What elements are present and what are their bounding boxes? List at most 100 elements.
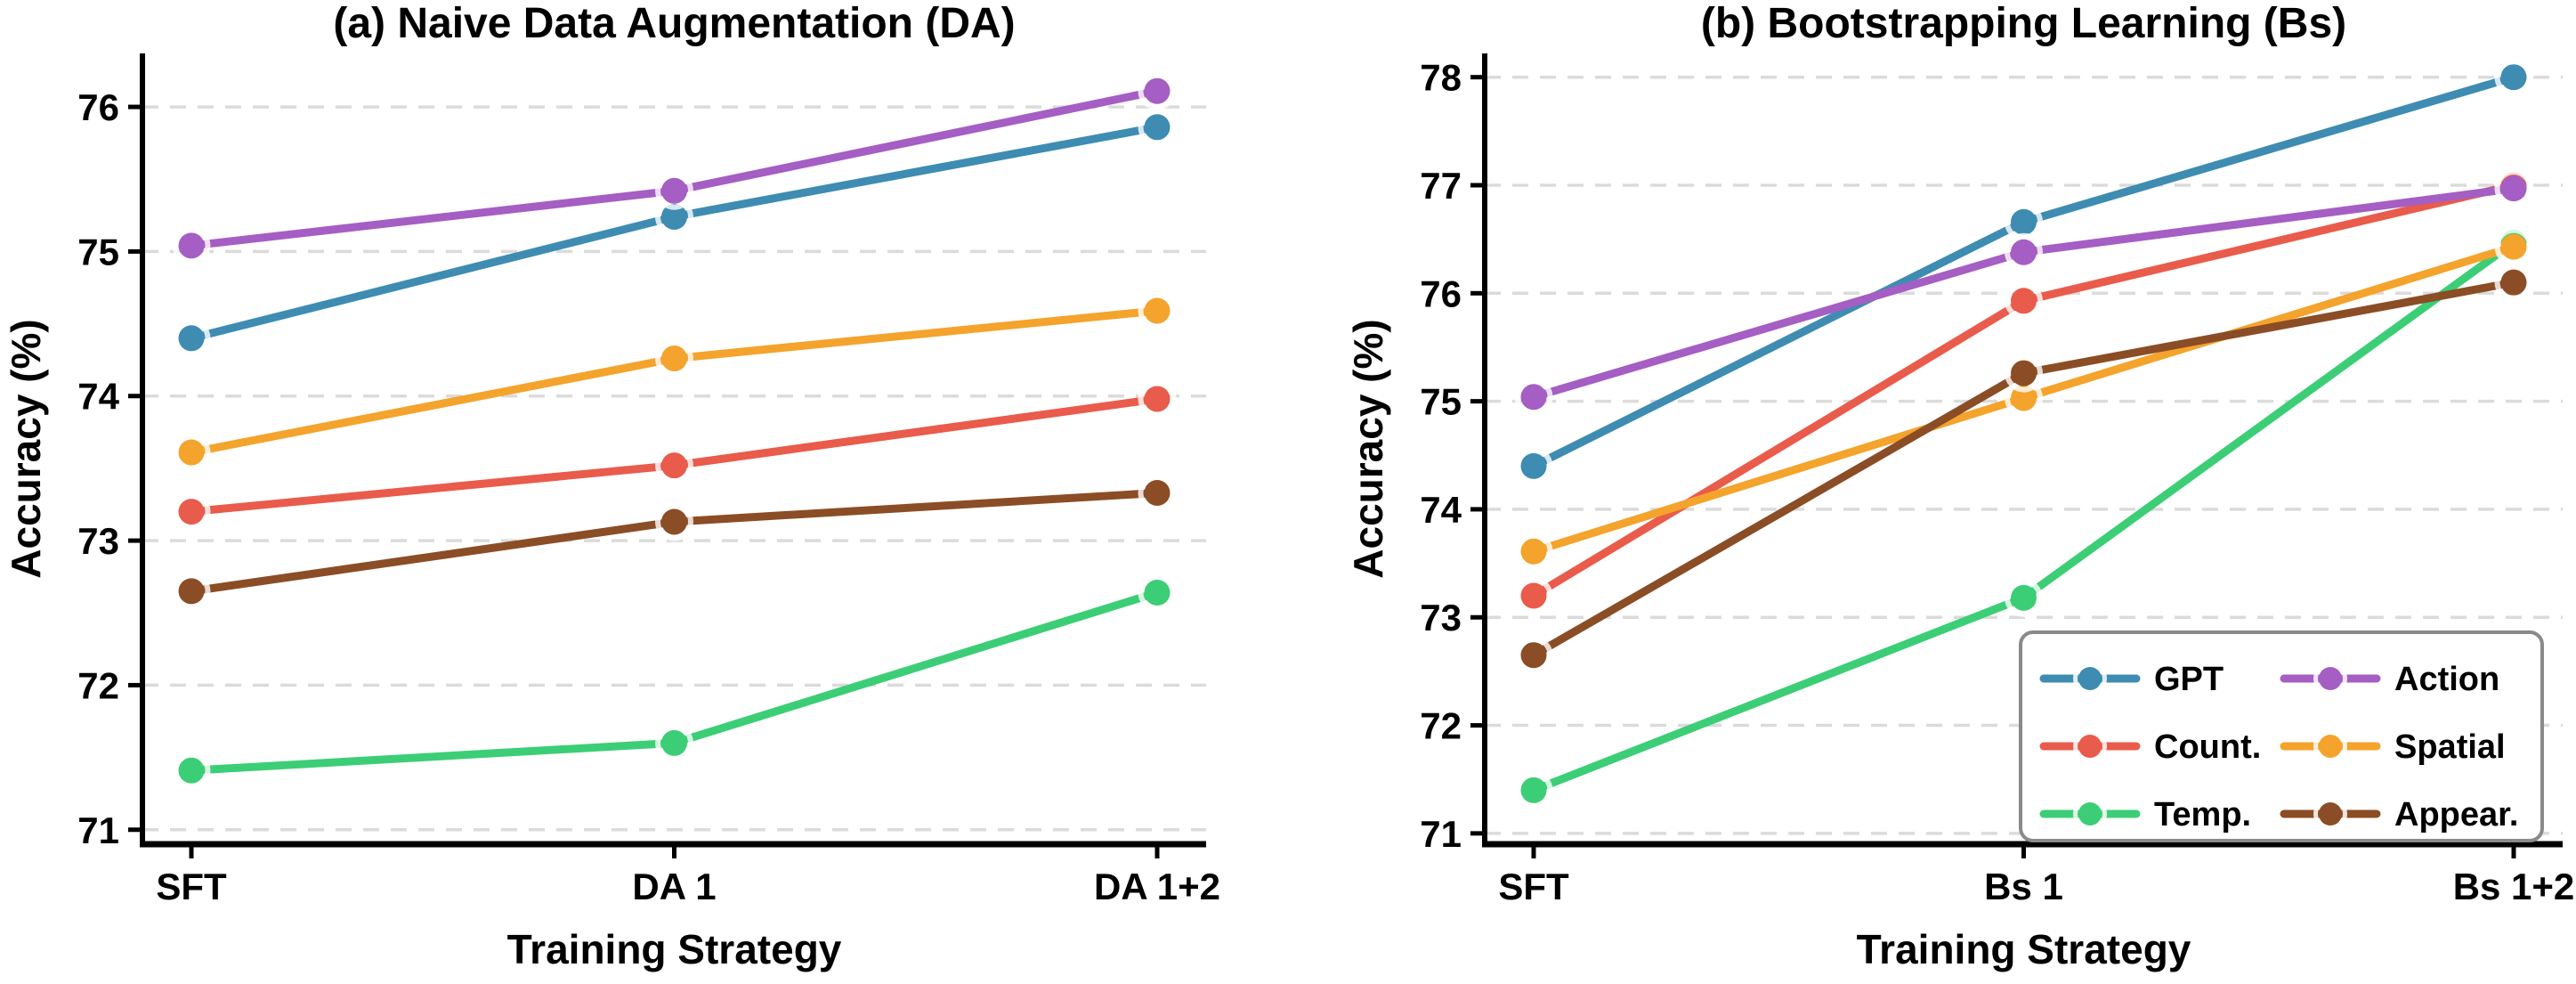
legend-dot: [2319, 802, 2342, 825]
data-point: [661, 452, 687, 479]
series-spatial: [172, 291, 1177, 472]
y-tick-label: 76: [77, 86, 119, 128]
data-point: [2500, 233, 2527, 260]
legend-dot: [2078, 667, 2102, 690]
y-axis-label: Accuracy (%): [1345, 319, 1391, 578]
data-point: [1520, 642, 1547, 669]
data-point: [2011, 584, 2037, 611]
series-action: [172, 71, 1177, 265]
x-tick-label: DA 1: [632, 866, 716, 907]
data-point: [178, 578, 205, 605]
chart-title: (b) Bootstrapping Learning (Bs): [1701, 0, 2346, 47]
data-point-halo: [1514, 446, 1553, 485]
data-point-halo: [172, 751, 211, 790]
legend-entry-gpt: GPT: [2039, 661, 2224, 698]
y-tick-label: 72: [77, 664, 119, 706]
data-point: [1144, 580, 1171, 606]
data-point: [1520, 384, 1547, 411]
data-point-halo: [2005, 354, 2043, 393]
data-point: [2500, 175, 2527, 202]
y-tick-label: 73: [77, 520, 119, 562]
data-point: [661, 346, 687, 372]
data-point: [178, 757, 205, 784]
y-tick-label: 73: [1420, 597, 1462, 638]
y-tick-label: 77: [1420, 165, 1462, 207]
data-point-halo: [655, 446, 693, 485]
data-point: [178, 232, 205, 259]
series-gpt: [1514, 58, 2533, 485]
legend-dot: [2078, 735, 2102, 758]
data-point: [1144, 114, 1171, 141]
data-point: [2500, 64, 2527, 91]
legend-dot: [2319, 667, 2342, 690]
legend-label: Count.: [2154, 728, 2261, 766]
data-point-halo: [2005, 281, 2043, 321]
data-point-halo: [2005, 578, 2043, 617]
legend-dot: [2078, 802, 2102, 825]
y-tick-label: 76: [1420, 272, 1462, 314]
y-tick-label: 75: [1420, 381, 1462, 423]
legend-entry-spatial: Spatial: [2280, 728, 2506, 766]
data-point-halo: [2005, 202, 2043, 241]
data-point-halo: [2494, 227, 2533, 266]
x-tick-label: SFT: [156, 866, 227, 907]
legend-dot-halo: [2313, 662, 2347, 695]
legend-dot-halo: [2073, 729, 2107, 763]
legend-entry-temp: Temp.: [2039, 796, 2251, 834]
legend-label: Action: [2394, 661, 2499, 698]
data-point: [178, 325, 205, 352]
x-tick-label: Bs 1: [1984, 866, 2063, 907]
data-point-halo: [172, 572, 211, 611]
data-point: [1520, 777, 1547, 803]
data-point: [178, 439, 205, 466]
data-point: [661, 729, 687, 756]
data-point-halo: [172, 433, 211, 472]
series-spatial: [1514, 227, 2533, 571]
legend-dot: [2319, 735, 2342, 758]
data-point-halo: [655, 171, 693, 210]
data-point-halo: [1514, 770, 1553, 809]
series-count: [172, 379, 1177, 532]
data-point-halo: [1138, 71, 1177, 110]
data-point-halo: [2494, 263, 2533, 302]
data-point: [178, 499, 205, 525]
series-line: [187, 306, 1162, 457]
legend-label: Spatial: [2394, 728, 2506, 766]
data-point-halo: [2494, 58, 2533, 97]
legend-dot-halo: [2313, 797, 2347, 831]
x-tick-label: SFT: [1498, 866, 1569, 907]
data-point: [1144, 297, 1171, 324]
data-point: [1520, 538, 1547, 565]
x-tick-label: Bs 1+2: [2453, 866, 2575, 907]
y-tick-label: 71: [1420, 813, 1462, 855]
data-point-halo: [1514, 378, 1553, 417]
data-point: [2011, 385, 2037, 411]
data-point-halo: [1138, 379, 1177, 419]
data-point: [2011, 288, 2037, 314]
data-point: [661, 508, 687, 535]
data-point-halo: [655, 502, 693, 541]
data-point: [661, 203, 687, 230]
data-point-halo: [172, 319, 211, 358]
legend-box: [2019, 630, 2544, 842]
chart-b: 71 72 73 74 75 76 77 78 SFT Bs 1 Bs 1+2 (b) Bootstr…: [1345, 0, 2574, 972]
data-point-halo: [655, 723, 693, 762]
data-point: [1144, 480, 1171, 507]
data-point-halo: [172, 226, 211, 265]
chart-title: (a) Naive Data Augmentation (DA): [333, 0, 1015, 47]
chart-a: 71 72 73 74 75 76 SFT DA 1 DA 1+2 (a) Naive Data …: [3, 0, 1220, 972]
data-point-halo: [1138, 108, 1177, 147]
y-tick-label: 71: [77, 809, 119, 851]
legend-dot-halo: [2073, 662, 2107, 695]
series-appear: [1514, 263, 2533, 675]
data-point-halo: [1514, 576, 1553, 615]
data-point: [2011, 360, 2037, 386]
data-point: [2500, 269, 2527, 296]
data-point: [2011, 208, 2037, 235]
data-point-halo: [1138, 573, 1177, 613]
legend-dot-halo: [2073, 797, 2107, 831]
legend-entry-appear: Appear.: [2280, 796, 2518, 834]
legend-label: Appear.: [2394, 796, 2518, 834]
legend-entry-count: Count.: [2039, 728, 2261, 766]
